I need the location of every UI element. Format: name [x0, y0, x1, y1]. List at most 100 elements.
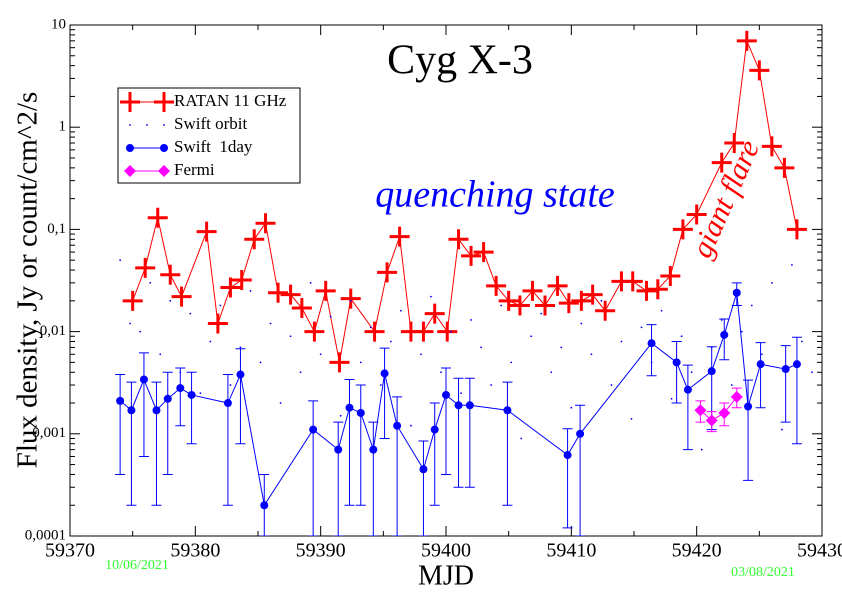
- marker: [345, 403, 354, 412]
- marker: [377, 262, 398, 283]
- error-bar: [115, 374, 126, 475]
- x-tick-label: 59430: [797, 540, 842, 562]
- error-bar: [743, 379, 754, 481]
- marker: [760, 353, 763, 356]
- marker: [686, 204, 707, 225]
- marker: [160, 264, 181, 285]
- marker: [724, 133, 745, 154]
- marker: [309, 425, 318, 434]
- marker: [781, 365, 790, 374]
- marker: [547, 275, 568, 296]
- marker: [279, 402, 282, 404]
- legend-label: Fermi: [174, 160, 215, 179]
- marker: [756, 360, 765, 369]
- error-bar: [392, 396, 403, 536]
- marker: [187, 390, 196, 399]
- marker: [163, 394, 172, 403]
- marker: [399, 309, 402, 312]
- marker: [244, 229, 265, 250]
- error-bar: [418, 440, 429, 536]
- marker: [480, 346, 482, 349]
- marker: [590, 353, 593, 356]
- marker: [732, 288, 741, 297]
- marker: [535, 295, 556, 316]
- error-bar: [453, 377, 464, 488]
- legend-marker: [124, 165, 136, 177]
- marker: [413, 321, 434, 342]
- marker: [774, 157, 795, 178]
- legend-marker: [163, 124, 165, 126]
- chart-title: Cyg X-3: [387, 38, 533, 84]
- marker: [500, 304, 503, 307]
- error-bar: [222, 374, 233, 506]
- marker: [139, 330, 142, 333]
- marker: [786, 219, 807, 240]
- error-bar: [429, 402, 440, 506]
- marker: [622, 271, 643, 292]
- legend-marker: [129, 124, 131, 126]
- x-tick-label: 59390: [296, 540, 346, 562]
- marker: [711, 152, 732, 173]
- marker: [430, 295, 432, 298]
- marker: [329, 315, 332, 318]
- legend-box: [117, 87, 301, 184]
- marker: [269, 322, 272, 325]
- marker: [560, 346, 563, 349]
- marker: [122, 290, 143, 311]
- marker: [780, 428, 783, 431]
- marker: [280, 284, 301, 305]
- marker: [730, 390, 743, 403]
- annotation: quenching state: [375, 174, 615, 216]
- marker: [171, 286, 192, 307]
- error-bar: [186, 371, 197, 445]
- marker: [744, 402, 753, 411]
- marker: [259, 361, 262, 364]
- marker: [127, 406, 136, 415]
- marker: [620, 340, 623, 343]
- marker: [761, 136, 782, 157]
- marker: [176, 384, 185, 393]
- marker: [660, 265, 681, 286]
- marker: [139, 375, 148, 384]
- marker: [470, 319, 472, 321]
- marker: [236, 370, 245, 379]
- marker: [683, 385, 692, 394]
- marker: [149, 281, 152, 284]
- marker: [595, 300, 616, 321]
- y-tick-label: 0,0001: [25, 527, 66, 543]
- marker: [510, 361, 513, 364]
- error-bar: [502, 381, 513, 506]
- marker: [393, 421, 402, 430]
- marker: [207, 313, 228, 334]
- marker: [249, 290, 252, 292]
- marker: [522, 280, 543, 301]
- legend-marker: [158, 165, 170, 177]
- marker: [410, 424, 412, 427]
- marker: [389, 340, 392, 343]
- marker: [680, 335, 683, 338]
- marker: [129, 322, 132, 325]
- marker: [636, 280, 657, 301]
- marker: [430, 425, 439, 434]
- marker: [369, 326, 372, 329]
- marker: [610, 384, 613, 386]
- marker: [563, 451, 572, 460]
- marker: [670, 397, 673, 400]
- marker: [690, 371, 693, 374]
- error-bar: [791, 336, 802, 445]
- marker: [291, 298, 312, 319]
- error-bar: [175, 367, 186, 427]
- error-bar: [719, 318, 730, 361]
- marker: [720, 330, 729, 339]
- marker: [580, 322, 583, 325]
- marker: [550, 371, 553, 374]
- marker: [600, 299, 603, 302]
- marker: [340, 288, 361, 309]
- annotation: 03/08/2021: [731, 565, 795, 580]
- marker: [364, 321, 385, 342]
- error-bar: [646, 324, 657, 377]
- marker: [647, 339, 656, 348]
- x-tick-label: 59420: [672, 540, 722, 562]
- marker: [189, 312, 192, 315]
